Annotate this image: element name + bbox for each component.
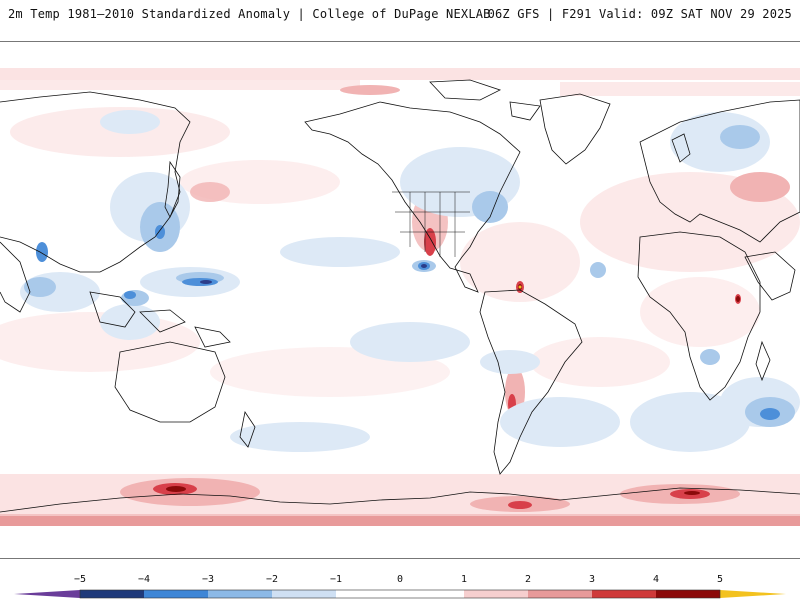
colorbar-arrow-left (14, 590, 80, 598)
tick-label: −5 (73, 574, 87, 585)
colorbar: −5 −4 −3 −2 −1 0 1 2 3 4 5 (0, 566, 800, 600)
colorbar-swatch (208, 590, 272, 598)
colorbar-swatch (592, 590, 656, 598)
colorbar-swatch (272, 590, 336, 598)
colorbar-swatch (144, 590, 208, 598)
world-anomaly-map[interactable] (0, 41, 800, 559)
tick-label: 4 (652, 574, 660, 585)
colorbar-swatch (336, 590, 464, 598)
colorbar-arrow-right (720, 590, 786, 598)
coastlines (0, 79, 800, 513)
map-title: 2m Temp 1981–2010 Standardized Anomaly |… (8, 7, 491, 21)
tick-label: −2 (265, 574, 279, 585)
tick-label: 0 (396, 574, 404, 585)
header: 2m Temp 1981–2010 Standardized Anomaly |… (0, 0, 800, 40)
colorbar-swatch (80, 590, 144, 598)
tick-label: −4 (137, 574, 151, 585)
colorbar-swatch (656, 590, 720, 598)
colorbar-swatches (14, 589, 786, 599)
colorbar-swatch (528, 590, 592, 598)
map-canvas (0, 42, 800, 558)
model-run-info: 06Z GFS | F291 Valid: 09Z SAT NOV 29 202… (487, 7, 792, 21)
tick-label: 3 (588, 574, 596, 585)
state-borders (392, 191, 470, 257)
tick-label: −3 (201, 574, 215, 585)
tick-label: 1 (460, 574, 468, 585)
colorbar-swatch (464, 590, 528, 598)
tick-label: −1 (329, 574, 343, 585)
tick-label: 2 (524, 574, 532, 585)
tick-label: 5 (716, 574, 724, 585)
